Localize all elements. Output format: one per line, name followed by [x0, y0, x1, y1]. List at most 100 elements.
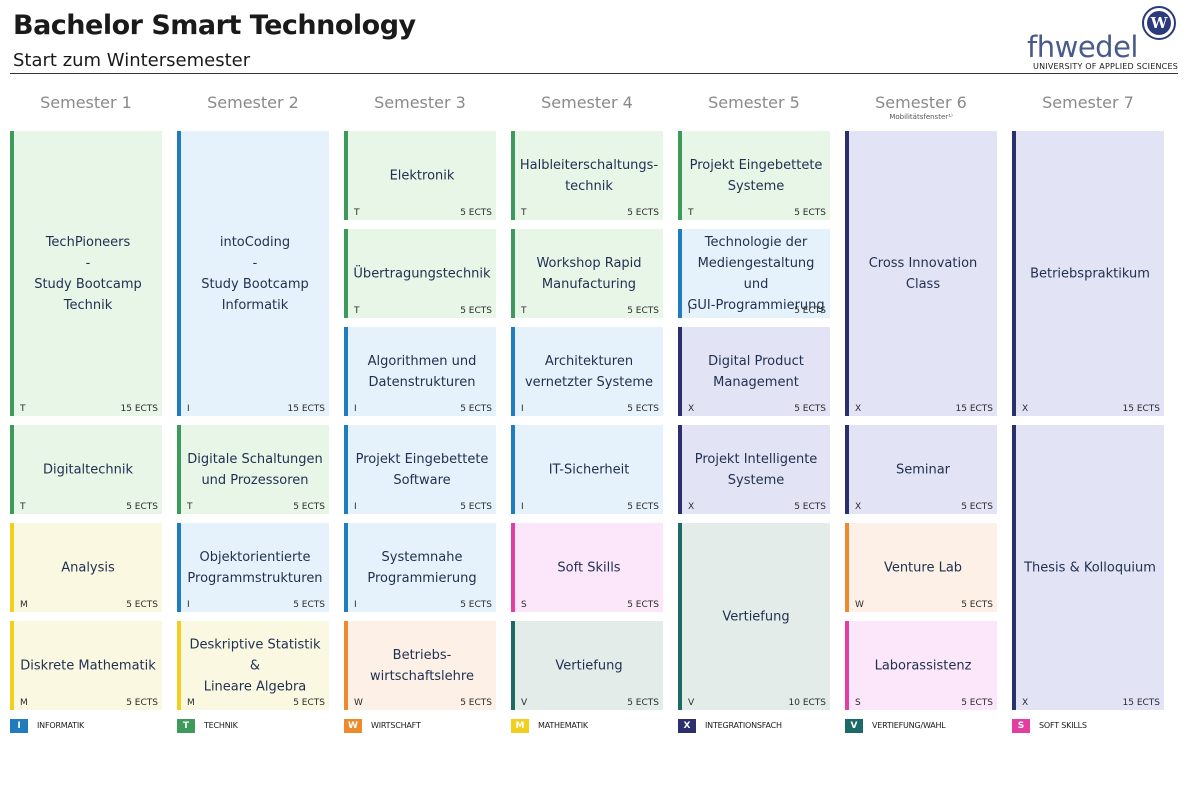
module-category-code: T [521, 306, 527, 316]
module-category-code: M [20, 698, 28, 708]
legend-swatch: W [344, 718, 362, 733]
module-title: Digitale Schaltungen und Prozessoren [185, 449, 325, 491]
module-cell: Digital Product Management X 5 ECTS [678, 327, 830, 416]
semester-label: Semester 4 [541, 93, 633, 112]
module-title-line: Lineare Algebra [203, 679, 307, 694]
module-title-line: Management [713, 374, 799, 390]
module-title-line: Betriebspraktikum [1030, 266, 1150, 281]
module-category-code: T [354, 306, 360, 316]
legend-swatch: I [10, 718, 28, 733]
module-title-line: Technologie der [704, 234, 808, 250]
module-title: Cross Innovation Class [853, 253, 993, 295]
module-title-line: TechPioneers [45, 234, 131, 250]
module-title-line: Programmstrukturen [187, 570, 323, 586]
module-ects: 15 ECTS [1122, 404, 1161, 414]
module-title-line: Halbleiterschaltungs- [519, 157, 659, 173]
module-title-line: Vertiefung [555, 658, 623, 673]
module-category-code: S [521, 600, 527, 610]
module-ects: 5 ECTS [293, 600, 325, 610]
module-category-code: I [354, 404, 357, 414]
module-ects: 5 ECTS [460, 404, 492, 414]
module-category-code: I [187, 600, 190, 610]
module-category-code: T [354, 208, 360, 218]
legend-label: MATHEMATIK [538, 721, 588, 730]
module-cell: Architekturen vernetzter Systeme I 5 ECTS [511, 327, 663, 416]
module-cell: Seminar X 5 ECTS [845, 425, 997, 514]
legend-item: S SOFT SKILLS [1012, 718, 1087, 733]
module-title-line: Software [393, 472, 451, 488]
module-title-line: und Prozessoren [201, 472, 309, 488]
module-title-line: wirtschaftslehre [370, 668, 474, 684]
semester-header: Semester 3 [344, 93, 496, 112]
semester-label: Semester 3 [374, 93, 466, 112]
module-cell: Betriebs-wirtschaftslehre W 5 ECTS [344, 621, 496, 710]
legend-item: V VERTIEFUNG/WAHL [845, 718, 946, 733]
module-title: Digital Product Management [686, 351, 826, 393]
module-title: Technologie der Mediengestaltung und GUI-P… [686, 232, 826, 316]
module-category-code: T [20, 502, 26, 512]
module-title: Digitaltechnik [18, 459, 158, 480]
legend-label: INTEGRATIONSFACH [705, 721, 782, 730]
module-ects: 5 ECTS [126, 502, 158, 512]
module-ects: 5 ECTS [126, 698, 158, 708]
logo-badge-icon: W [1142, 6, 1176, 40]
semester-note: Mobilitätsfenster¹⁾ [889, 113, 953, 121]
legend-label: SOFT SKILLS [1039, 721, 1087, 730]
module-category-code: S [855, 698, 861, 708]
module-ects: 5 ECTS [460, 502, 492, 512]
module-category-code: I [187, 404, 190, 414]
module-title: Betriebspraktikum [1020, 263, 1160, 284]
module-title-line: technik [565, 178, 613, 194]
module-cell: Technologie der Mediengestaltung und GUI-P… [678, 229, 830, 318]
module-ects: 5 ECTS [460, 600, 492, 610]
module-cell: Übertragungstechnik T 5 ECTS [344, 229, 496, 318]
module-category-code: T [521, 208, 527, 218]
module-title-line: GUI-Programmierung [687, 297, 825, 313]
module-cell: Digitale Schaltungen und Prozessoren T 5 EC… [177, 425, 329, 514]
module-cell: Projekt Intelligente Systeme X 5 ECTS [678, 425, 830, 514]
module-title-line: Soft Skills [557, 560, 621, 575]
module-title-line: Vertiefung [722, 609, 790, 624]
module-category-code: I [354, 600, 357, 610]
module-title-line: Programmierung [367, 570, 477, 586]
module-title: Übertragungstechnik [352, 263, 492, 284]
module-cell: Vertiefung V 10 ECTS [678, 523, 830, 710]
module-ects: 5 ECTS [794, 502, 826, 512]
legend-swatch: T [177, 718, 195, 733]
module-category-code: M [20, 600, 28, 610]
module-category-code: M [187, 698, 195, 708]
module-cell: Projekt Eingebettete Systeme T 5 ECTS [678, 131, 830, 220]
module-category-code: X [855, 502, 862, 512]
module-title-line: Elektronik [389, 168, 455, 183]
module-ects: 5 ECTS [293, 502, 325, 512]
module-title: Halbleiterschaltungs-technik [519, 155, 659, 197]
module-cell: Objektorientierte Programmstrukturen I 5 EC… [177, 523, 329, 612]
module-title: IT-Sicherheit [519, 459, 659, 480]
legend-label: WIRTSCHAFT [371, 721, 421, 730]
module-ects: 5 ECTS [460, 208, 492, 218]
legend-item: T TECHNIK [177, 718, 238, 733]
module-title-line: Systeme [727, 178, 785, 194]
module-title-line: Analysis [61, 560, 115, 575]
module-cell: Soft Skills S 5 ECTS [511, 523, 663, 612]
module-ects: 5 ECTS [627, 306, 659, 316]
module-title: Vertiefung [519, 655, 659, 676]
module-category-code: V [521, 698, 528, 708]
module-title-line: Thesis & Kolloquium [1024, 560, 1156, 575]
legend-swatch: V [845, 718, 863, 733]
semester-header: Semester 5 [678, 93, 830, 112]
module-title-line: Systemnahe [381, 549, 463, 565]
semester-label: Semester 2 [207, 93, 299, 112]
module-cell: Elektronik T 5 ECTS [344, 131, 496, 220]
logo-badge-letter: W [1147, 11, 1171, 35]
module-ects: 5 ECTS [460, 698, 492, 708]
module-category-code: T [688, 208, 694, 218]
module-category-code: T [187, 502, 193, 512]
legend-label: VERTIEFUNG/WAHL [872, 721, 946, 730]
module-cell: Analysis M 5 ECTS [10, 523, 162, 612]
legend-item: M MATHEMATIK [511, 718, 588, 733]
module-category-code: T [20, 404, 26, 414]
module-title-line: Objektorientierte [199, 549, 311, 565]
module-category-code: X [688, 502, 695, 512]
module-cell: Cross Innovation Class X 15 ECTS [845, 131, 997, 416]
